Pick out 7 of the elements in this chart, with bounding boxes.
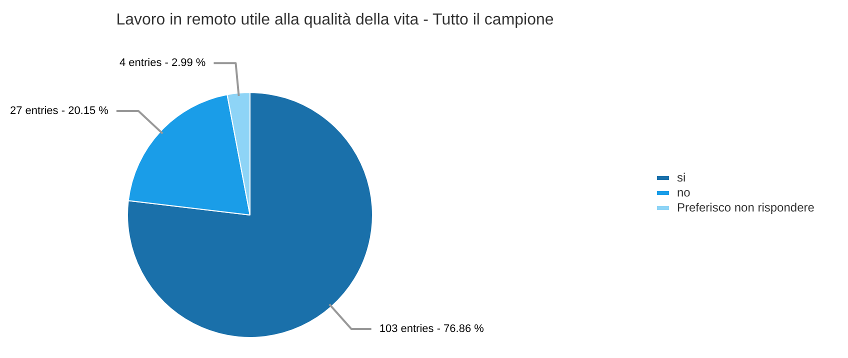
data-label: 4 entries - 2.99 %	[120, 57, 206, 70]
data-label: 27 entries - 20.15 %	[10, 105, 109, 118]
chart-title: Lavoro in remoto utile alla qualità della vita - Tutto il campione	[116, 11, 554, 28]
legend-label: Preferisco non rispondere	[677, 200, 815, 214]
legend-label: no	[677, 185, 691, 200]
data-label: 103 entries - 76.86 %	[379, 322, 484, 335]
legend-label: si	[677, 170, 686, 184]
